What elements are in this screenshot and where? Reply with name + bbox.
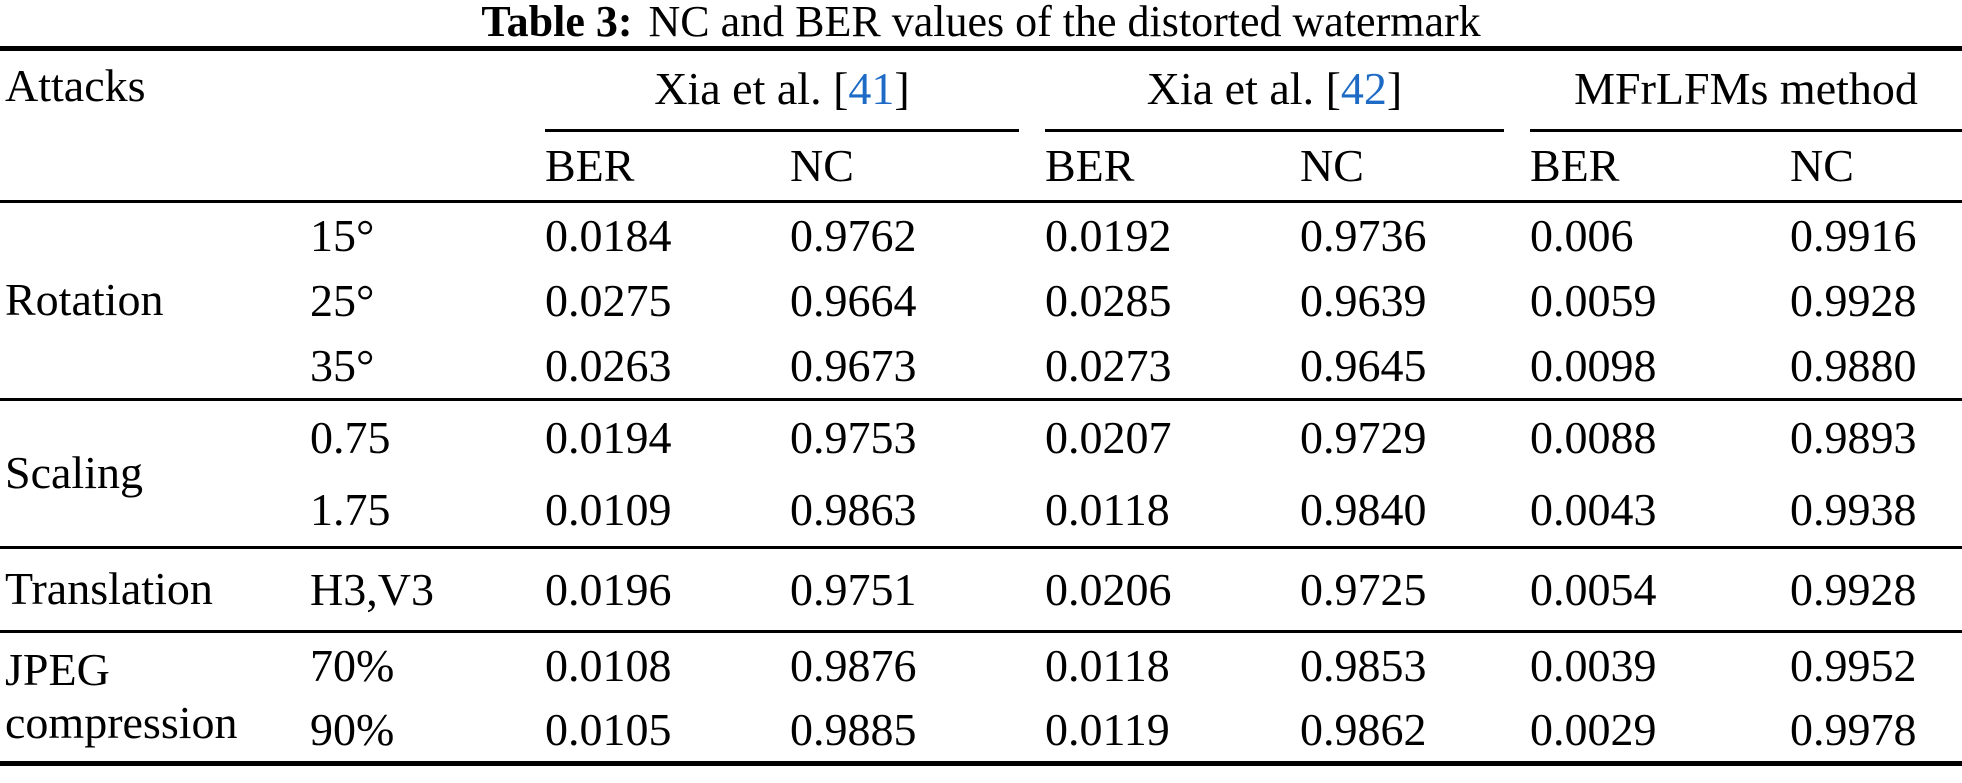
param-cell: 35° [310,333,545,401]
table-row: 90% 0.0105 0.9885 0.0119 0.9862 0.0029 0… [0,698,1962,764]
data-cell: 0.0059 [1530,275,1657,326]
table-row: 1.75 0.0109 0.9863 0.0118 0.9840 0.0043 … [0,473,1962,549]
data-cell: 0.0109 [545,473,790,549]
group-name: MFrLFMs method [1574,62,1918,114]
table-caption-text: NC and BER values of the distorted water… [648,0,1481,46]
data-cell: 0.9725 [1300,547,1530,633]
data-cell: 0.0039 [1530,639,1657,691]
table-row: 25° 0.0275 0.9664 0.0285 0.9639 0.0059 0… [0,268,1962,334]
column-header-attacks: Attacks [5,59,146,111]
data-cell: 0.9978 [1790,703,1917,755]
attack-label-jpeg-compression: JPEG compression [5,644,238,748]
data-cell: 0.9639 [1300,275,1427,326]
subheader-empty [310,131,545,203]
data-cell: 0.9952 [1790,639,1917,691]
data-cell: 0.0206 [1045,547,1300,633]
subheader-ber: BER [1045,131,1300,203]
data-cell: 0.9751 [790,547,1045,633]
data-cell: 0.9673 [790,333,1045,401]
results-table: Attacks Xia et al. [41] Xia et al. [42] … [0,46,1962,766]
data-cell: 0.0184 [545,209,672,261]
data-cell: 0.0029 [1530,703,1657,755]
data-cell: 0.9928 [1790,275,1917,326]
group-name: Xia et al. [1146,62,1326,114]
data-cell: 0.9885 [790,703,917,755]
group-header-xia42: Xia et al. [42] [1045,49,1530,132]
citation-bracket-open: [ [833,62,849,114]
table-caption: Table 3: NC and BER values of the distort… [0,0,1962,46]
data-cell: 0.0054 [1530,547,1790,633]
table-row: Scaling 0.75 0.0194 0.9753 0.0207 0.9729… [0,399,1962,549]
data-cell: 0.9928 [1790,547,1962,633]
attack-label-translation: Translation [0,547,310,633]
param-cell: 70% [310,639,395,691]
data-cell: 0.9880 [1790,333,1962,401]
data-cell: 0.9840 [1300,473,1530,549]
data-cell: 0.0108 [545,639,672,691]
data-cell: 0.9853 [1300,639,1427,691]
group-name: Xia et al. [654,62,834,114]
data-cell: 0.0098 [1530,333,1790,401]
data-cell: 0.0118 [1045,639,1170,691]
table-row: Rotation 15° 0.0184 0.9762 0.0192 0.9736… [0,201,1962,401]
data-cell: 0.0273 [1045,333,1300,401]
subheader-nc: NC [790,131,1045,203]
data-cell: 0.0043 [1530,473,1790,549]
subheader-ber: BER [1530,131,1790,203]
data-cell: 0.9893 [1790,411,1917,463]
data-cell: 0.0119 [1045,703,1170,755]
subheader-nc: NC [1300,131,1530,203]
table-row: Translation H3,V3 0.0196 0.9751 0.0206 0… [0,547,1962,633]
header-row-groups: Attacks Xia et al. [41] Xia et al. [42] … [0,49,1962,132]
data-cell: 0.9729 [1300,411,1427,463]
param-cell: 25° [310,275,375,326]
data-cell: 0.9876 [790,639,917,691]
data-cell: 0.0088 [1530,411,1657,463]
param-cell: 15° [310,209,375,261]
data-cell: 0.0194 [545,411,672,463]
data-cell: 0.0192 [1045,209,1172,261]
data-cell: 0.0118 [1045,473,1300,549]
group-header-mfrlfms: MFrLFMs method [1530,49,1962,132]
data-cell: 0.9664 [790,275,917,326]
column-header-param-empty [310,49,545,132]
data-cell: 0.006 [1530,209,1634,261]
param-cell: 90% [310,703,395,755]
table-row: JPEG compression 70% 0.0108 0.9876 0.011… [0,632,1962,748]
data-cell: 0.9863 [790,473,1045,549]
citation-link-42[interactable]: 42 [1340,62,1387,114]
data-cell: 0.0105 [545,703,672,755]
attack-label-scaling: Scaling [0,399,310,549]
data-cell: 0.0263 [545,333,790,401]
data-cell: 0.9645 [1300,333,1530,401]
data-cell: 0.0285 [1045,275,1172,326]
data-cell: 0.9862 [1300,703,1427,755]
data-cell: 0.0196 [545,547,790,633]
citation-link-41[interactable]: 41 [848,62,895,114]
data-cell: 0.9753 [790,411,917,463]
data-cell: 0.9762 [790,209,917,261]
group-header-xia41: Xia et al. [41] [545,49,1045,132]
subheader-empty [0,131,310,203]
data-cell: 0.0275 [545,275,672,326]
citation-bracket-close: ] [894,62,910,114]
table-caption-label: Table 3: [481,0,633,46]
param-cell: 1.75 [310,473,545,549]
data-cell: 0.0207 [1045,411,1172,463]
data-cell: 0.9938 [1790,473,1962,549]
header-row-metrics: BER NC BER NC BER NC [0,131,1962,203]
citation-bracket-open: [ [1325,62,1341,114]
subheader-nc: NC [1790,131,1962,203]
data-cell: 0.9736 [1300,209,1427,261]
citation-bracket-close: ] [1386,62,1403,114]
subheader-ber: BER [545,131,790,203]
data-cell: 0.9916 [1790,209,1917,261]
table-row: 35° 0.0263 0.9673 0.0273 0.9645 0.0098 0… [0,333,1962,401]
param-cell: 0.75 [310,411,391,463]
attack-label-rotation: Rotation [0,201,310,401]
param-cell: H3,V3 [310,547,545,633]
